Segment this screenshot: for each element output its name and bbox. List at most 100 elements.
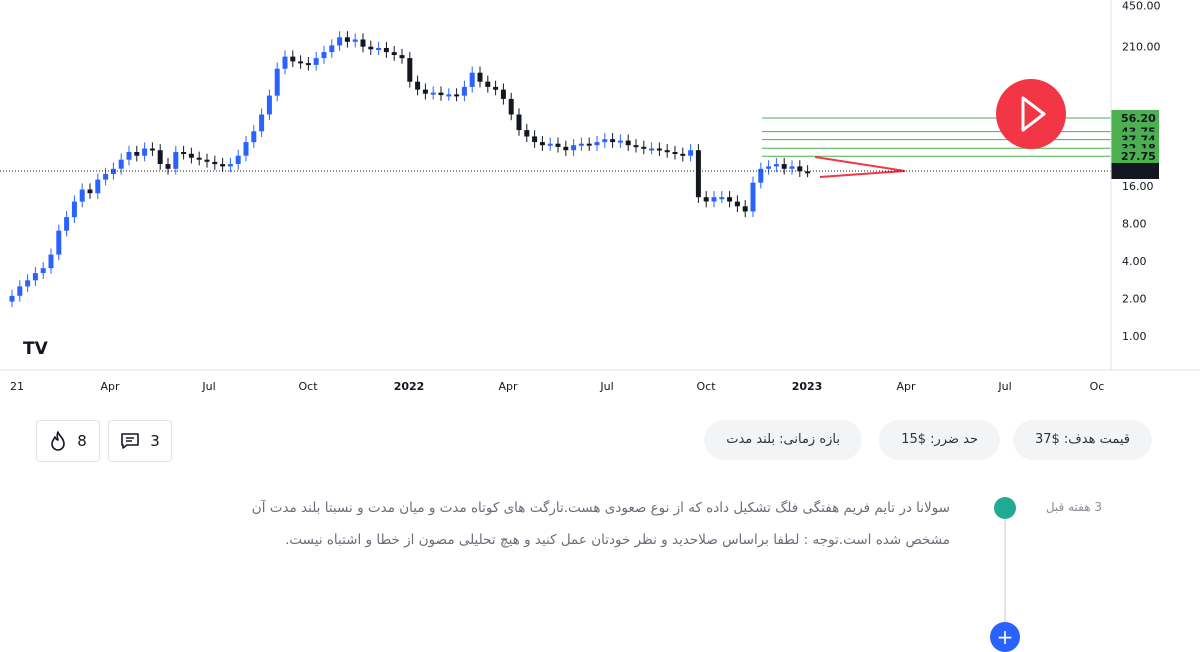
candle: [555, 137, 561, 153]
candle: [563, 140, 569, 156]
x-tick-label: 2023: [792, 380, 823, 393]
x-tick-label: Oct: [298, 380, 318, 393]
candle: [352, 33, 358, 48]
candle: [9, 289, 15, 308]
y-tick-label: 8.00: [1122, 218, 1147, 231]
candle: [188, 147, 194, 164]
candle: [95, 173, 101, 199]
svg-text:56.20: 56.20: [1121, 112, 1156, 125]
y-tick-label: 1.00: [1122, 330, 1147, 343]
current-price-label: 20.94: [1111, 163, 1159, 179]
candle: [235, 149, 241, 170]
x-tick-label: Oc: [1090, 380, 1105, 393]
x-tick-label: Apr: [498, 380, 518, 393]
comment-icon: [121, 433, 140, 449]
candle: [617, 134, 623, 148]
candle: [407, 52, 413, 88]
candle: [220, 157, 226, 173]
candle: [422, 83, 428, 100]
x-tick-label: Jul: [201, 380, 215, 393]
flag-lower-line: [819, 170, 906, 178]
candle: [586, 137, 592, 151]
candle: [157, 144, 163, 170]
candle: [251, 125, 257, 148]
candle: [656, 142, 662, 156]
price-axis[interactable]: 450.00 210.00 16.00 8.00 4.00 2.00 1.00: [1122, 0, 1161, 343]
candle: [485, 75, 491, 93]
candles-layer: [9, 31, 811, 308]
candle: [368, 40, 374, 56]
candle: [32, 266, 38, 286]
candle: [680, 147, 686, 162]
candle: [750, 176, 756, 218]
target-price-tag: قیمت هدف: $37: [1012, 420, 1152, 460]
candle: [516, 108, 522, 136]
candle: [360, 33, 366, 53]
x-tick-label: Oct: [696, 380, 716, 393]
candle: [165, 157, 171, 175]
x-tick-label: Apr: [896, 380, 916, 393]
fire-icon: [51, 431, 66, 451]
candle: [313, 52, 319, 71]
y-tick-label: 16.00: [1122, 180, 1154, 193]
candle: [142, 142, 148, 162]
candle: [571, 139, 577, 156]
comment-count: 3: [150, 432, 160, 450]
candle: [797, 160, 803, 177]
candle: [532, 130, 538, 148]
candle: [17, 280, 23, 302]
candle: [259, 108, 265, 137]
candle: [329, 39, 335, 58]
candle: [493, 80, 499, 96]
candle: [118, 153, 124, 175]
y-tick-label: 450.00: [1122, 0, 1161, 13]
candle: [578, 137, 584, 151]
candle: [56, 224, 62, 261]
candle: [344, 31, 350, 48]
target-level-label: 56.20: [1111, 110, 1159, 126]
candle: [321, 46, 327, 64]
candle: [415, 75, 421, 96]
candle: [594, 136, 600, 151]
like-button[interactable]: 8: [36, 420, 100, 462]
candle: [625, 134, 631, 151]
candle: [781, 157, 787, 175]
candle: [71, 195, 77, 223]
candle: [734, 195, 740, 212]
candle: [305, 57, 311, 71]
candle: [282, 50, 288, 75]
timeframe-tag: بازه زمانی: بلند مدت: [704, 420, 862, 460]
candle: [87, 183, 93, 199]
candle: [383, 41, 389, 58]
candle: [126, 145, 132, 166]
play-icon: [1021, 96, 1046, 132]
svg-text:27.75: 27.75: [1121, 150, 1156, 163]
candle: [25, 274, 31, 293]
time-axis[interactable]: 21 Apr Jul Oct 2022 Apr Jul Oct 2023 Apr Jul Oc: [10, 380, 1104, 393]
add-update-button[interactable]: +: [990, 622, 1020, 652]
candle: [79, 183, 85, 208]
candle: [539, 136, 545, 151]
comment-button[interactable]: 3: [108, 420, 172, 462]
candle: [508, 92, 514, 121]
timeline-line: [1004, 518, 1006, 622]
x-tick-label: Jul: [997, 380, 1011, 393]
candle: [399, 48, 405, 64]
candle: [391, 46, 397, 61]
candle: [266, 89, 272, 121]
tradingview-logo[interactable]: TV: [15, 330, 55, 362]
play-button[interactable]: [996, 79, 1066, 149]
target-level-label: 27.75: [1111, 148, 1159, 165]
x-tick-label: 21: [10, 380, 24, 393]
timeline-dot: [994, 497, 1016, 519]
flag-upper-line: [814, 156, 906, 172]
candle: [290, 50, 296, 68]
candle: [274, 62, 280, 102]
candle: [766, 160, 772, 175]
candle: [243, 136, 249, 162]
candle: [204, 153, 210, 168]
candle: [149, 142, 155, 156]
candle: [633, 139, 639, 153]
